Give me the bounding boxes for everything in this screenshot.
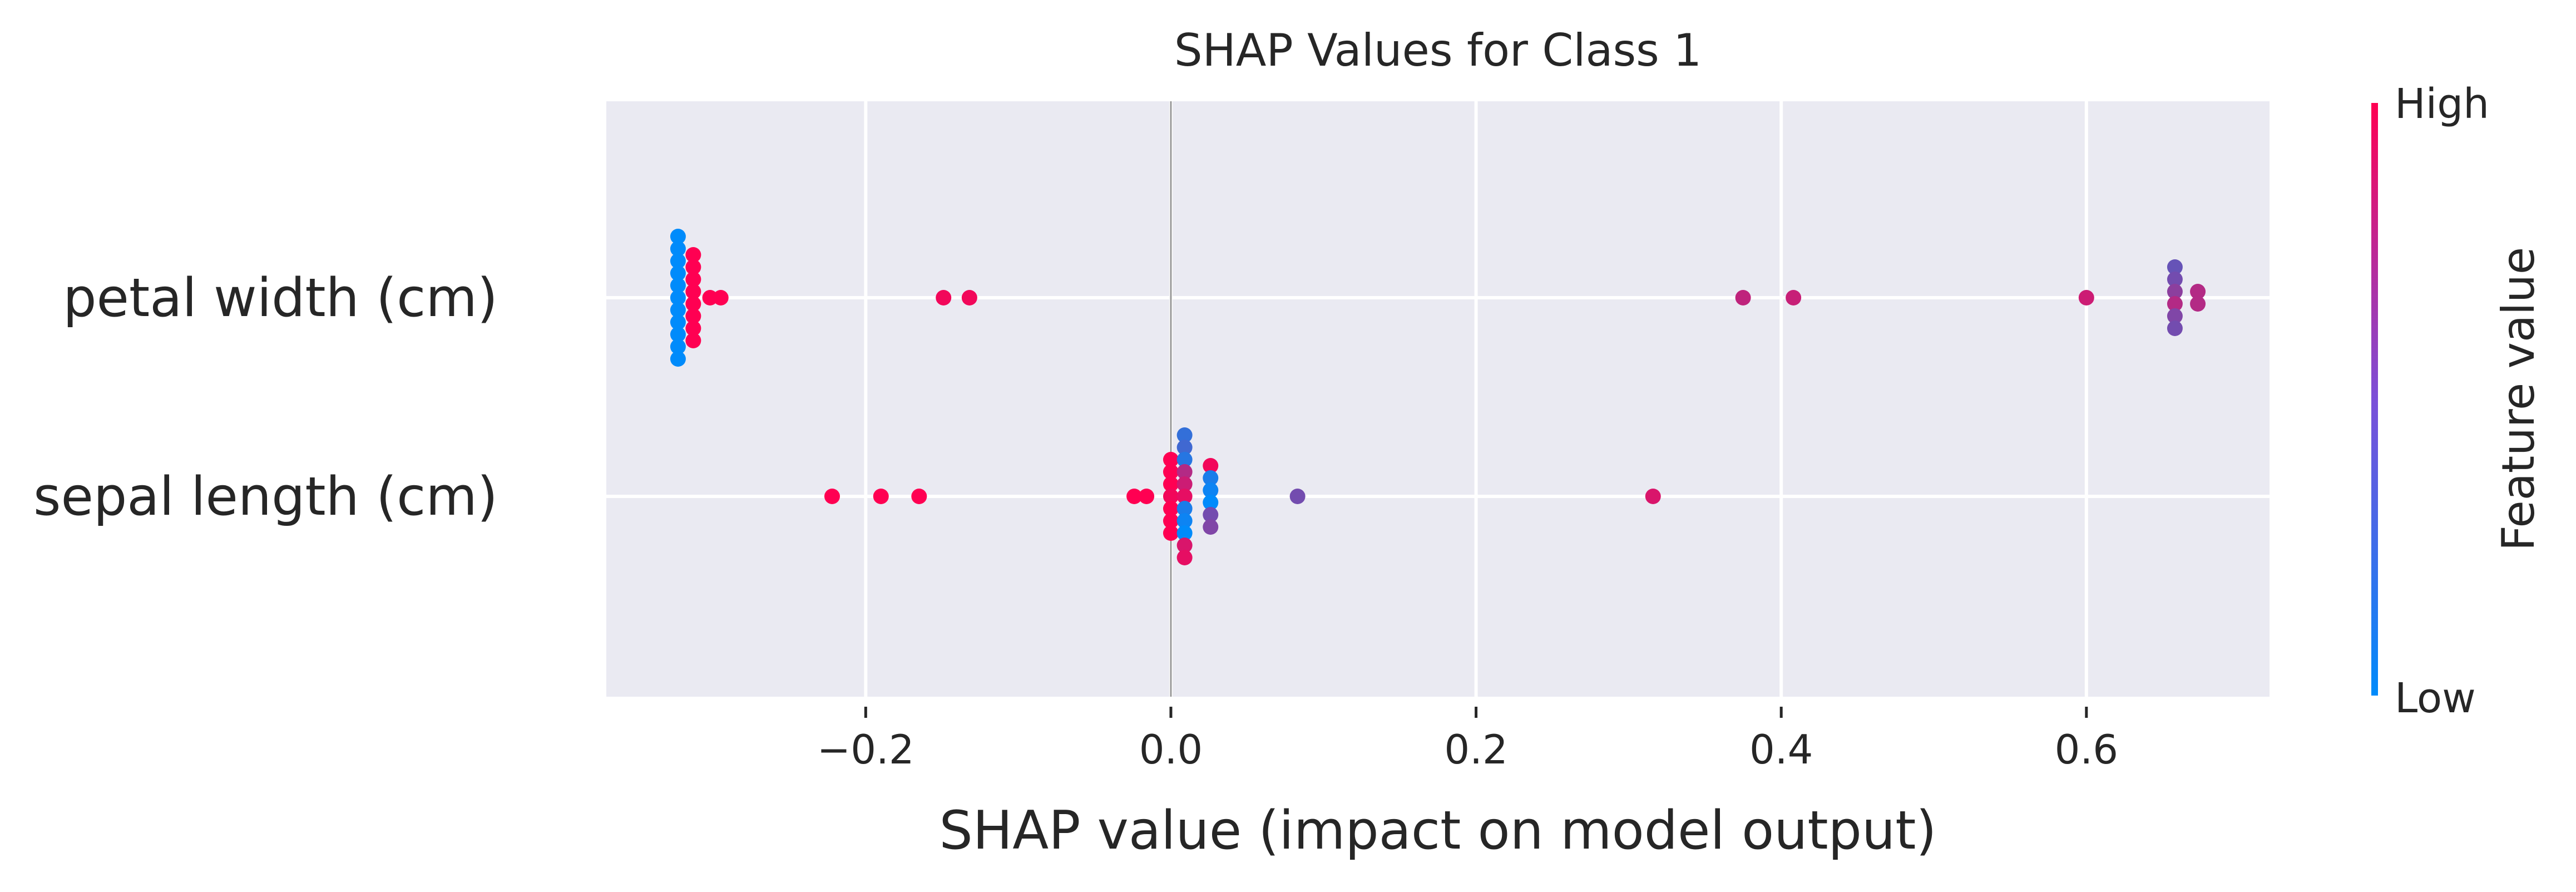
shap-point: [670, 241, 686, 257]
shap-point: [670, 229, 686, 244]
shap-point: [670, 290, 686, 305]
shap-point: [1203, 495, 1219, 510]
shap-point: [2167, 284, 2183, 299]
feature-label: sepal length (cm): [33, 466, 498, 528]
shap-point: [1126, 489, 1143, 504]
shap-point: [1163, 476, 1179, 492]
shap-point: [961, 290, 977, 305]
shap-point: [670, 302, 686, 318]
shap-point: [670, 314, 686, 330]
shap-point: [1163, 489, 1179, 504]
shap-point: [873, 489, 889, 504]
x-axis-label: SHAP value (impact on model output): [939, 800, 1936, 861]
shap-point: [1176, 550, 1193, 565]
shap-point: [670, 265, 686, 281]
shap-point: [685, 247, 701, 263]
shap-point: [1163, 501, 1179, 516]
shap-point: [670, 339, 686, 354]
feature-labels: petal width (cm) sepal length (cm): [33, 268, 498, 528]
shap-point: [670, 351, 686, 367]
shap-point: [1176, 525, 1193, 541]
shap-point: [1176, 513, 1193, 529]
shap-point: [670, 253, 686, 269]
shap-point: [702, 290, 718, 305]
shap-point: [1203, 519, 1219, 535]
shap-point: [824, 489, 840, 504]
shap-point: [1163, 513, 1179, 529]
colorbar-low-label: Low: [2395, 674, 2476, 722]
shap-point: [2167, 272, 2183, 287]
x-tick-label: 0.2: [1444, 726, 1508, 773]
shap-point: [936, 290, 952, 305]
shap-point: [1163, 525, 1179, 541]
chart-title: SHAP Values for Class 1: [1174, 24, 1702, 76]
shap-point: [1163, 464, 1179, 480]
data-points: [670, 229, 2206, 565]
shap-point: [1176, 501, 1193, 516]
shap-point: [1786, 290, 1802, 305]
shap-point: [1176, 452, 1193, 467]
x-tick-label: 0.4: [1749, 726, 1813, 773]
shap-point: [1645, 489, 1661, 504]
shap-point: [1163, 452, 1179, 467]
shap-point: [713, 290, 729, 305]
shap-point: [1176, 427, 1193, 443]
shap-point: [685, 321, 701, 336]
shap-point: [685, 296, 701, 312]
feature-label: petal width (cm): [63, 268, 498, 329]
shap-point: [2167, 259, 2183, 275]
shap-point: [1289, 489, 1306, 504]
shap-point: [1203, 470, 1219, 486]
x-tick-label: 0.0: [1139, 726, 1203, 773]
shap-point: [685, 333, 701, 348]
shap-point: [1203, 507, 1219, 523]
x-tick-label: −0.2: [817, 726, 914, 773]
shap-point: [1203, 458, 1219, 474]
colorbar: [2371, 103, 2378, 696]
shap-point: [1176, 489, 1193, 504]
shap-point: [2167, 321, 2183, 336]
shap-point: [1203, 482, 1219, 498]
shap-point: [2078, 290, 2094, 305]
shap-point: [1176, 440, 1193, 455]
shap-point: [685, 272, 701, 287]
shap-point: [685, 259, 701, 275]
shap-point: [670, 278, 686, 293]
plot-area: [606, 101, 2270, 697]
shap-point: [911, 489, 927, 504]
x-axis-ticks: −0.2 0.0 0.2 0.4 0.6: [817, 707, 2118, 773]
shap-point: [1139, 489, 1155, 504]
shap-point: [685, 308, 701, 324]
shap-point: [670, 327, 686, 342]
shap-point: [2167, 308, 2183, 324]
colorbar-title: Feature value: [2493, 247, 2544, 551]
shap-point: [2167, 296, 2183, 312]
x-tick-label: 0.6: [2055, 726, 2119, 773]
shap-point: [2190, 296, 2206, 312]
shap-point: [1176, 538, 1193, 553]
shap-point: [1735, 290, 1751, 305]
shap-point: [2190, 284, 2206, 299]
shap-point: [1176, 476, 1193, 492]
shap-point: [685, 284, 701, 299]
colorbar-high-label: High: [2395, 80, 2489, 128]
shap-point: [1176, 464, 1193, 480]
